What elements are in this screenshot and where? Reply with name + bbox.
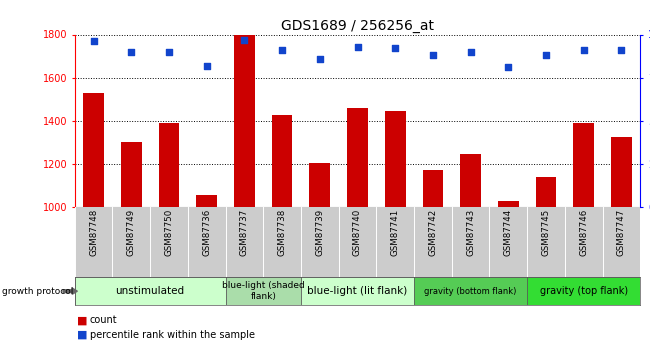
- Bar: [121, 142, 142, 207]
- Bar: [573, 123, 594, 207]
- Bar: [196, 195, 217, 207]
- Text: GSM87739: GSM87739: [315, 209, 324, 256]
- Bar: [159, 123, 179, 207]
- Text: GSM87743: GSM87743: [466, 209, 475, 256]
- Point: [126, 49, 136, 55]
- Text: GSM87750: GSM87750: [164, 209, 174, 256]
- Text: GSM87738: GSM87738: [278, 209, 287, 256]
- Point: [315, 56, 325, 61]
- Title: GDS1689 / 256256_at: GDS1689 / 256256_at: [281, 19, 434, 33]
- Bar: [75, 277, 226, 305]
- Point: [277, 47, 287, 53]
- Text: GSM87736: GSM87736: [202, 209, 211, 256]
- Point: [428, 52, 438, 58]
- Text: GSM87737: GSM87737: [240, 209, 249, 256]
- Bar: [498, 200, 519, 207]
- Text: blue-light (lit flank): blue-light (lit flank): [307, 286, 408, 296]
- Bar: [309, 163, 330, 207]
- Point: [541, 52, 551, 58]
- Bar: [226, 277, 301, 305]
- Bar: [234, 34, 255, 207]
- Point: [616, 47, 627, 53]
- Bar: [422, 170, 443, 207]
- Text: GSM87742: GSM87742: [428, 209, 437, 256]
- Point: [390, 46, 400, 51]
- Bar: [301, 277, 414, 305]
- Bar: [611, 137, 632, 207]
- Point: [202, 63, 212, 68]
- Text: blue-light (shaded
flank): blue-light (shaded flank): [222, 282, 305, 301]
- Point: [239, 37, 250, 42]
- Bar: [385, 111, 406, 207]
- Text: GSM87747: GSM87747: [617, 209, 626, 256]
- Bar: [536, 177, 556, 207]
- Bar: [347, 108, 368, 207]
- Text: growth protocol: growth protocol: [2, 287, 73, 296]
- Bar: [83, 93, 104, 207]
- Text: unstimulated: unstimulated: [116, 286, 185, 296]
- Bar: [414, 277, 527, 305]
- Text: GSM87749: GSM87749: [127, 209, 136, 256]
- Point: [465, 49, 476, 55]
- Text: GSM87741: GSM87741: [391, 209, 400, 256]
- Text: ■: ■: [77, 315, 87, 325]
- Text: GSM87745: GSM87745: [541, 209, 551, 256]
- Bar: [527, 277, 640, 305]
- Text: count: count: [90, 315, 117, 325]
- Point: [88, 39, 99, 44]
- Bar: [460, 154, 481, 207]
- Text: ■: ■: [77, 330, 87, 339]
- Text: gravity (top flank): gravity (top flank): [540, 286, 628, 296]
- Text: GSM87748: GSM87748: [89, 209, 98, 256]
- Text: percentile rank within the sample: percentile rank within the sample: [90, 330, 255, 339]
- Text: GSM87740: GSM87740: [353, 209, 362, 256]
- Text: gravity (bottom flank): gravity (bottom flank): [424, 287, 517, 296]
- Point: [578, 47, 589, 53]
- Point: [503, 65, 514, 70]
- Bar: [272, 115, 292, 207]
- Point: [164, 49, 174, 55]
- Point: [352, 44, 363, 49]
- Text: GSM87746: GSM87746: [579, 209, 588, 256]
- Text: GSM87744: GSM87744: [504, 209, 513, 256]
